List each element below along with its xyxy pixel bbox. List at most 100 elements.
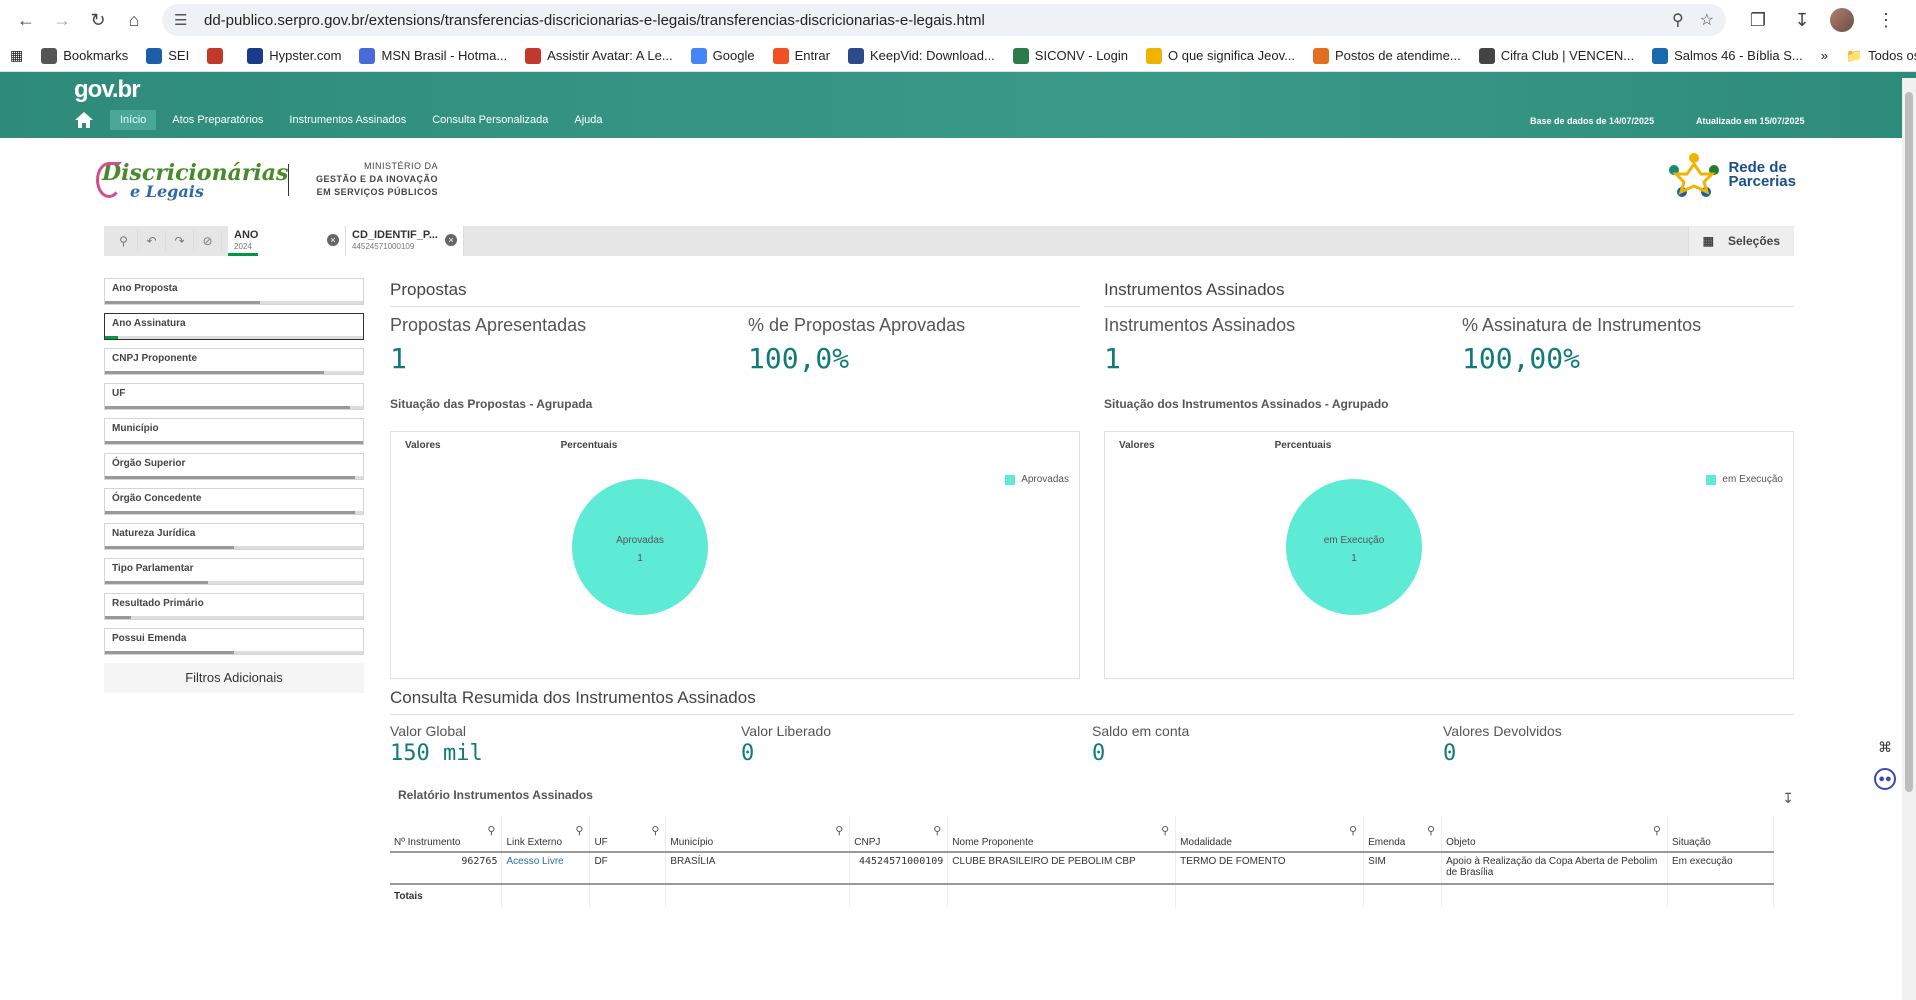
smart-search-icon[interactable]: ⚲ xyxy=(110,230,138,252)
address-bar[interactable]: ☰ dd-publico.serpro.gov.br/extensions/tr… xyxy=(162,4,1726,36)
column-search-icon[interactable]: ⚲ xyxy=(487,825,496,837)
bookmark-item[interactable]: Google xyxy=(690,47,755,64)
pie-slice[interactable] xyxy=(1286,479,1422,615)
nav-ajuda[interactable]: Ajuda xyxy=(574,114,603,126)
extensions-icon[interactable]: ❐ xyxy=(1749,9,1767,30)
column-search-icon[interactable]: ⚲ xyxy=(1349,825,1358,837)
command-icon[interactable]: ⌘ xyxy=(1878,738,1892,755)
nav-inicio[interactable]: Início xyxy=(110,110,157,130)
menu-kebab-icon[interactable]: ⋮ xyxy=(1877,9,1895,30)
filter-natureza-jurídica[interactable]: Natureza Jurídica xyxy=(104,523,364,550)
bookmark-item[interactable]: SEI xyxy=(146,47,189,64)
table-cell: SIM xyxy=(1363,852,1443,884)
bookmark-item[interactable]: Bookmarks xyxy=(41,47,128,64)
home-icon[interactable] xyxy=(74,110,94,130)
govbr-logo[interactable]: gov.br xyxy=(74,76,141,103)
table-row[interactable]: 962765 Acesso Livre DF BRASÍLIA 445245710001… xyxy=(390,852,1775,884)
nav-instrumentos-assinados[interactable]: Instrumentos Assinados xyxy=(289,114,407,126)
column-header[interactable]: UF ⚲ xyxy=(589,816,667,853)
remove-chip-icon[interactable]: × xyxy=(327,234,339,246)
filter-órgão-concedente[interactable]: Órgão Concedente xyxy=(104,488,364,515)
column-header[interactable]: Nº Instrumento ⚲ xyxy=(390,816,503,853)
column-search-icon[interactable]: ⚲ xyxy=(835,825,844,837)
remove-chip-icon[interactable]: × xyxy=(445,234,457,246)
reload-icon[interactable]: ↻ xyxy=(90,9,106,30)
filter-possui-emenda[interactable]: Possui Emenda xyxy=(104,628,364,655)
apps-icon[interactable]: ▦ xyxy=(10,47,24,63)
column-header-label: Nome Proponente xyxy=(952,837,1034,848)
folder-icon: 📁 xyxy=(1845,47,1863,63)
filter-ano-proposta[interactable]: Ano Proposta xyxy=(104,278,364,305)
bookmark-item[interactable] xyxy=(207,47,229,64)
zoom-icon[interactable]: ⚲ xyxy=(1671,12,1684,29)
profile-avatar[interactable] xyxy=(1830,8,1854,32)
step-forward-icon[interactable]: ↷ xyxy=(166,230,194,252)
all-favorites[interactable]: 📁 Todos os favoritos xyxy=(1846,48,1916,64)
selection-chip-cnpj[interactable]: CD_IDENTIF_P... 44524571000109 × xyxy=(346,226,464,256)
bookmark-item[interactable]: Salmos 46 - Bíblia S... xyxy=(1652,47,1803,64)
column-search-icon[interactable]: ⚲ xyxy=(933,825,942,837)
tab-valores[interactable]: Valores xyxy=(405,440,441,451)
home-button-icon[interactable]: ⌂ xyxy=(128,9,140,30)
filter-label: Possui Emenda xyxy=(112,633,187,644)
pie-slice[interactable] xyxy=(572,479,708,615)
column-header[interactable]: Nome Proponente ⚲ xyxy=(947,816,1177,853)
table-cell[interactable]: Acesso Livre xyxy=(501,852,591,884)
url-text[interactable]: dd-publico.serpro.gov.br/extensions/tran… xyxy=(204,11,985,29)
acesso-livre-link[interactable]: Acesso Livre xyxy=(506,856,564,867)
nav-atos-preparatorios[interactable]: Atos Preparatórios xyxy=(172,114,264,126)
bookmark-item[interactable]: MSN Brasil - Hotma... xyxy=(359,47,507,64)
filter-ano-assinatura[interactable]: Ano Assinatura xyxy=(104,313,364,340)
filtros-adicionais-button[interactable]: Filtros Adicionais xyxy=(104,663,364,693)
filter-município[interactable]: Município xyxy=(104,418,364,445)
bookmark-item[interactable]: Assistir Avatar: A Le... xyxy=(525,47,673,64)
filter-cnpj-proponente[interactable]: CNPJ Proponente xyxy=(104,348,364,375)
column-header[interactable]: Situação xyxy=(1667,816,1775,853)
column-header[interactable]: Modalidade ⚲ xyxy=(1175,816,1365,853)
more-bookmarks-icon[interactable]: » xyxy=(1820,48,1828,63)
bookmark-star-icon[interactable]: ☆ xyxy=(1699,12,1714,29)
column-search-icon[interactable]: ⚲ xyxy=(1652,825,1661,837)
export-download-icon[interactable]: ↧ xyxy=(1782,790,1794,806)
tab-percentuais[interactable]: Percentuais xyxy=(560,440,618,451)
totals-label: Totais xyxy=(390,883,503,908)
bookmark-item[interactable]: Hypster.com xyxy=(247,47,341,64)
column-header[interactable]: Emenda ⚲ xyxy=(1363,816,1443,853)
nav-consulta-personalizada[interactable]: Consulta Personalizada xyxy=(432,114,549,126)
filter-tipo-parlamentar[interactable]: Tipo Parlamentar xyxy=(104,558,364,585)
bookmark-item[interactable]: Postos de atendime... xyxy=(1312,47,1461,64)
filter-uf[interactable]: UF xyxy=(104,383,364,410)
relatorio-title: Relatório Instrumentos Assinados xyxy=(398,788,593,802)
bookmark-item[interactable]: SICONV - Login xyxy=(1012,47,1128,64)
bookmark-item[interactable]: Cifra Club | VENCEN... xyxy=(1478,47,1634,64)
scrollbar-thumb[interactable] xyxy=(1905,92,1913,792)
column-header[interactable]: Município ⚲ xyxy=(665,816,851,853)
column-search-icon[interactable]: ⚲ xyxy=(1427,825,1436,837)
page-scrollbar[interactable] xyxy=(1902,78,1916,1000)
column-search-icon[interactable]: ⚲ xyxy=(1161,825,1170,837)
column-header[interactable]: Objeto ⚲ xyxy=(1441,816,1668,853)
column-search-icon[interactable]: ⚲ xyxy=(575,825,584,837)
column-header[interactable]: Link Externo ⚲ xyxy=(501,816,591,853)
column-header[interactable]: CNPJ ⚲ xyxy=(849,816,949,853)
site-info-icon[interactable]: ☰ xyxy=(174,12,188,29)
back-icon[interactable]: ← xyxy=(17,9,35,30)
download-icon[interactable]: ↧ xyxy=(1794,9,1810,30)
selection-chip-ano[interactable]: ANO 2024 × xyxy=(228,226,346,256)
propostas-legend[interactable]: Aprovadas xyxy=(1005,474,1069,485)
selections-button[interactable]: ▦ Seleções xyxy=(1687,226,1794,256)
clear-selections-icon[interactable]: ⊘ xyxy=(194,230,222,252)
tab-valores[interactable]: Valores xyxy=(1119,440,1155,451)
column-search-icon[interactable]: ⚲ xyxy=(651,825,660,837)
step-back-icon[interactable]: ↶ xyxy=(138,230,166,252)
forward-icon[interactable]: → xyxy=(53,9,71,30)
instrumentos-legend[interactable]: em Execução xyxy=(1706,474,1783,485)
filter-órgão-superior[interactable]: Órgão Superior xyxy=(104,453,364,480)
assistant-icon[interactable]: ●● xyxy=(1874,768,1896,790)
bookmark-item[interactable]: Entrar xyxy=(772,47,830,64)
filter-resultado-primário[interactable]: Resultado Primário xyxy=(104,593,364,620)
bookmark-item[interactable]: KeepVid: Download... xyxy=(848,47,995,64)
tab-percentuais[interactable]: Percentuais xyxy=(1274,440,1332,451)
filter-fill xyxy=(105,476,356,479)
bookmark-item[interactable]: O que significa Jeov... xyxy=(1146,47,1295,64)
